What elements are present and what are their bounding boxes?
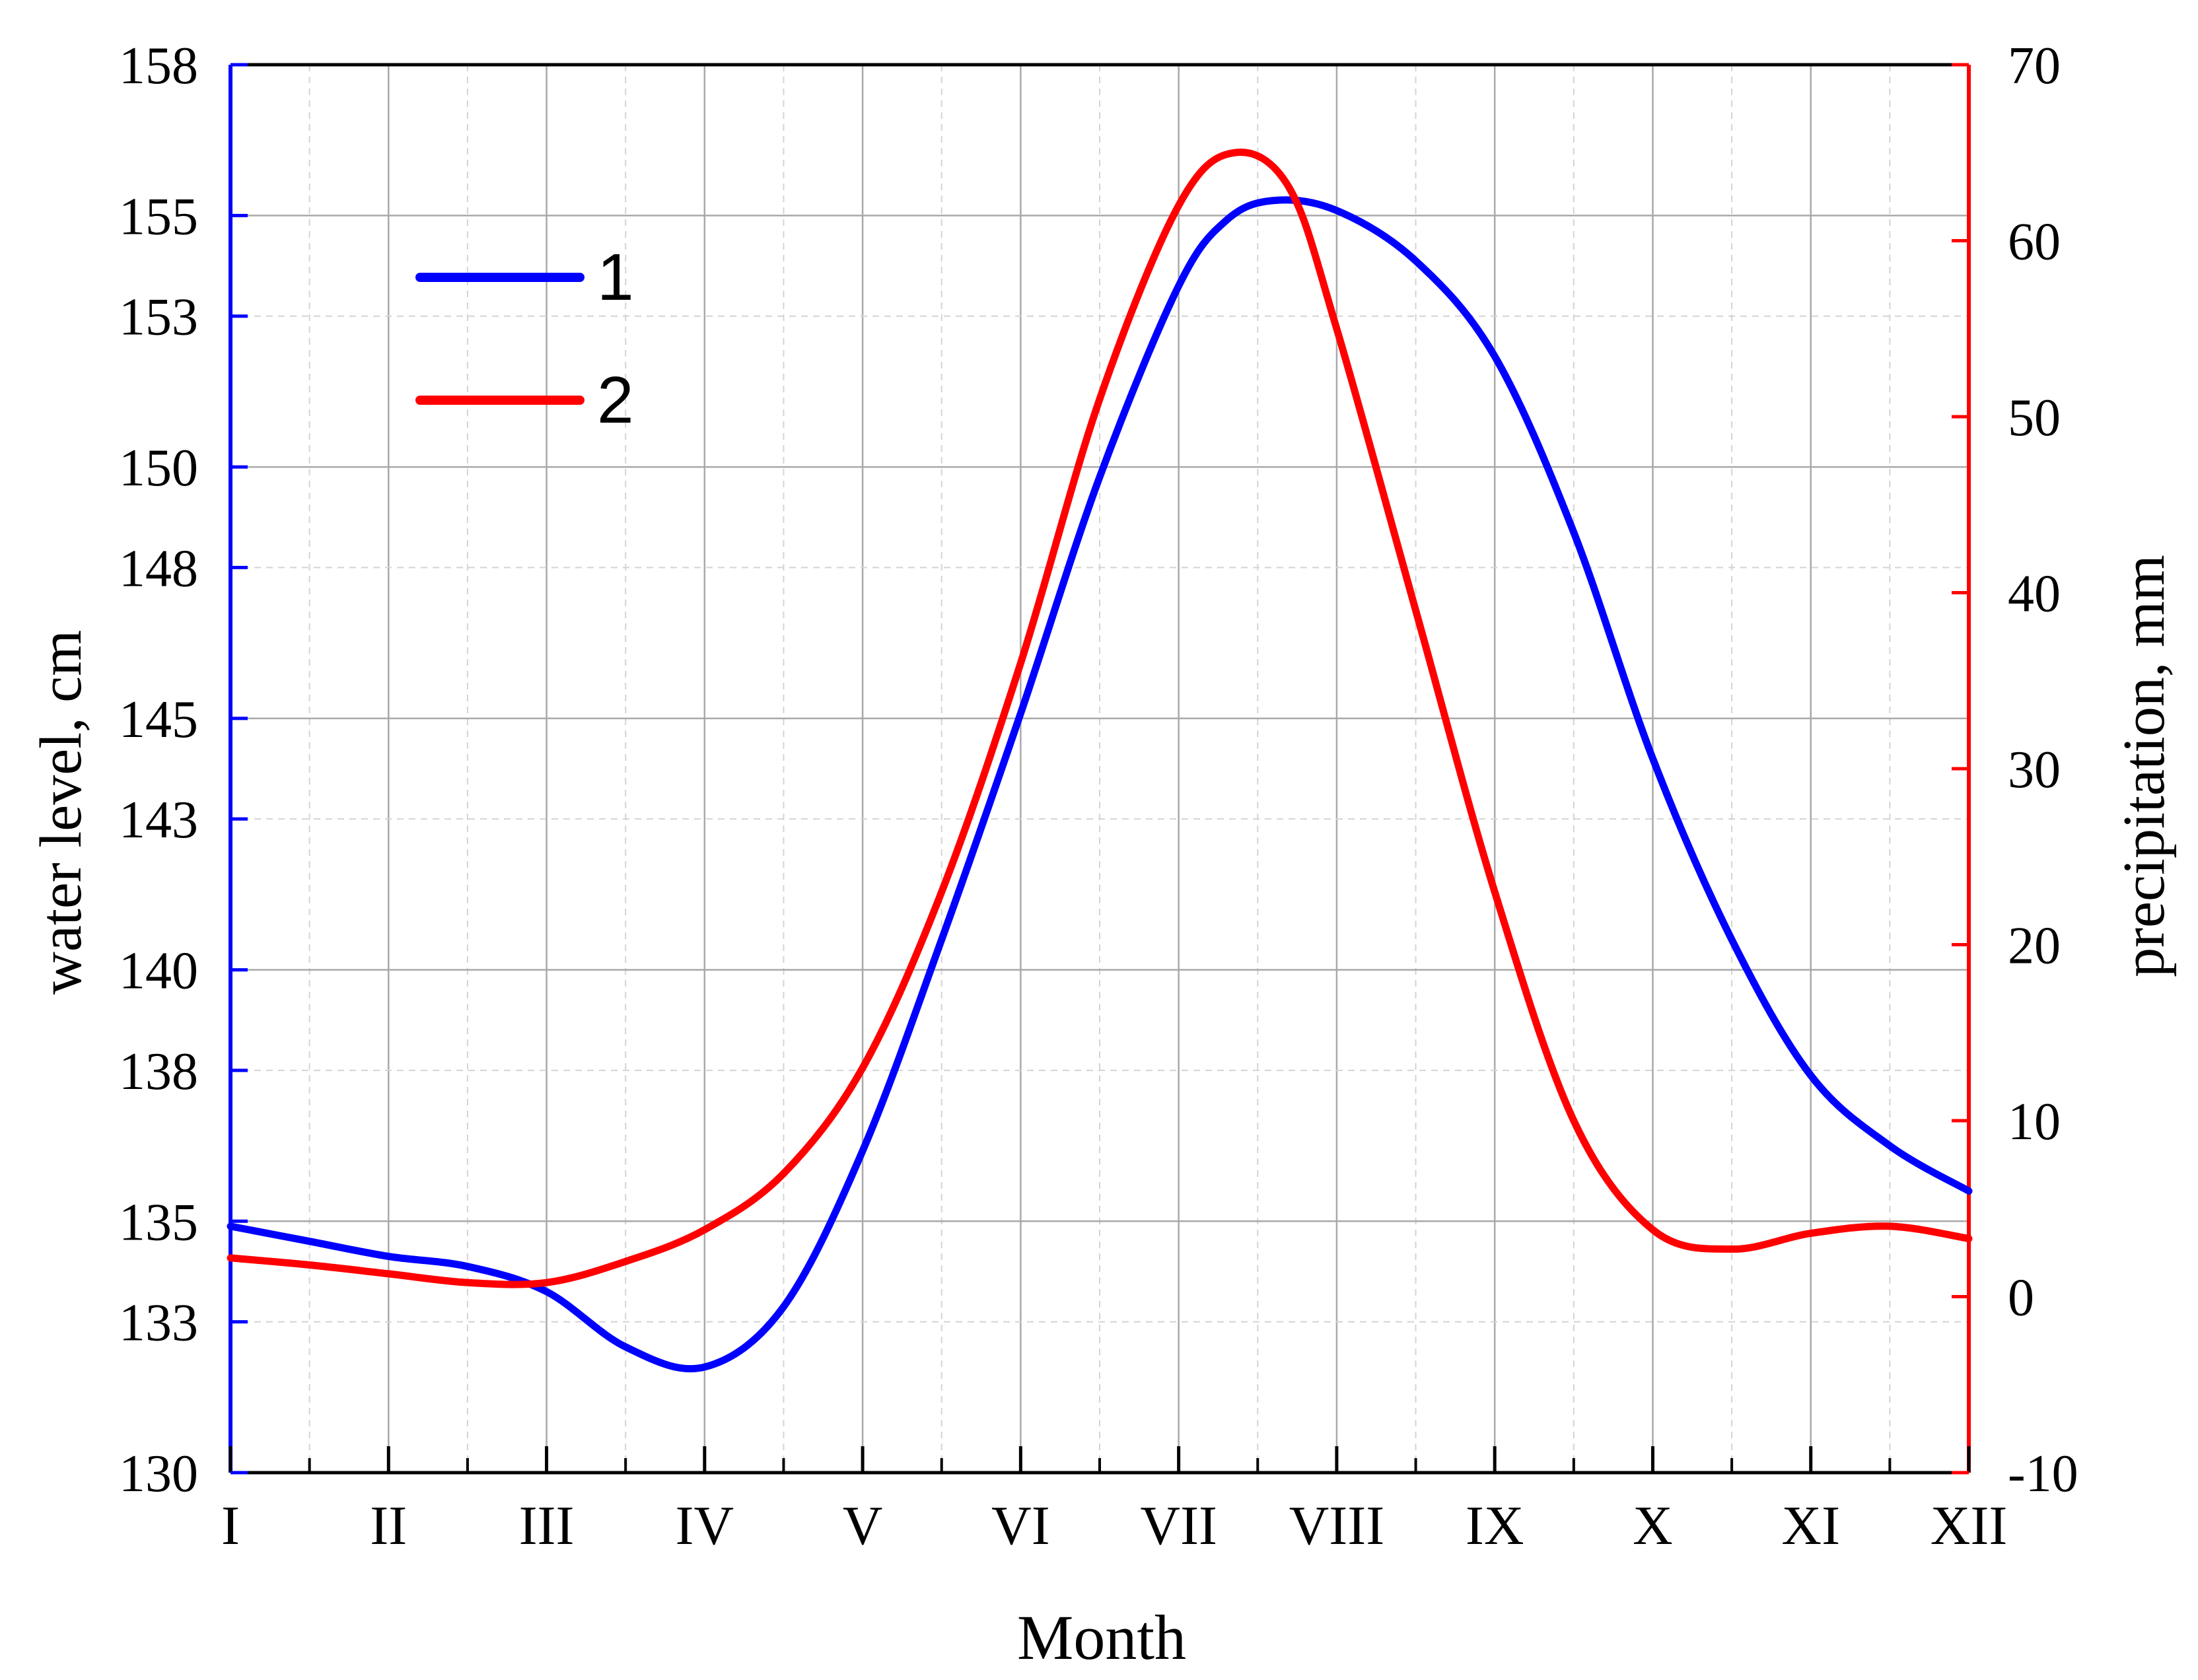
x-tick-label: VIII (1289, 1495, 1385, 1557)
right-y-tick-label: 60 (2008, 213, 2061, 271)
x-tick-label: X (1633, 1495, 1673, 1557)
right-y-tick-label: 20 (2008, 917, 2061, 975)
left-y-axis-label: water level, cm (28, 630, 94, 995)
left-y-tick-label: 150 (119, 439, 198, 497)
right-y-tick-label: 40 (2008, 565, 2061, 623)
right-y-tick-label: 0 (2008, 1269, 2034, 1327)
left-y-tick-label: 153 (119, 289, 198, 347)
legend-label-2: 2 (597, 363, 634, 437)
left-y-tick-label: 158 (119, 37, 198, 95)
x-tick-label: V (843, 1495, 883, 1557)
right-y-tick-label: 50 (2008, 389, 2061, 447)
left-y-tick-label: 148 (119, 540, 198, 598)
left-y-tick-label: 143 (119, 791, 198, 849)
right-y-tick-label: -10 (2008, 1445, 2078, 1503)
left-y-tick-label: 155 (119, 188, 198, 246)
left-y-tick-label: 130 (119, 1445, 198, 1503)
x-tick-label: III (519, 1495, 575, 1557)
x-axis-label: Month (1017, 1602, 1186, 1673)
right-y-axis-label: precipitation, mm (2111, 555, 2177, 977)
right-y-tick-label: 10 (2008, 1093, 2061, 1151)
x-tick-label: IX (1466, 1495, 1524, 1557)
right-y-tick-label: 70 (2008, 37, 2061, 95)
x-tick-label: VI (991, 1495, 1050, 1557)
right-y-tick-label: 30 (2008, 741, 2061, 799)
tick-labels: I II III IV V VI VII VIII IX X XI XII13013313513814… (119, 37, 2078, 1557)
x-tick-label: I (221, 1495, 240, 1557)
series-lines (227, 149, 1973, 1373)
left-y-tick-label: 140 (119, 942, 198, 1000)
left-y-tick-label: 133 (119, 1294, 198, 1352)
series-line-2 (227, 149, 1973, 1288)
left-y-tick-label: 138 (119, 1043, 198, 1101)
x-tick-label: XII (1931, 1495, 2008, 1557)
left-y-tick-label: 145 (119, 691, 198, 749)
series-line-1 (227, 196, 1973, 1373)
legend-label-1: 1 (597, 240, 634, 314)
x-tick-label: VII (1140, 1495, 1217, 1557)
x-tick-label: II (370, 1495, 407, 1557)
x-tick-label: XI (1781, 1495, 1840, 1557)
x-tick-label: IV (675, 1495, 734, 1557)
legend: 12 (415, 240, 634, 437)
left-y-tick-label: 135 (119, 1193, 198, 1251)
